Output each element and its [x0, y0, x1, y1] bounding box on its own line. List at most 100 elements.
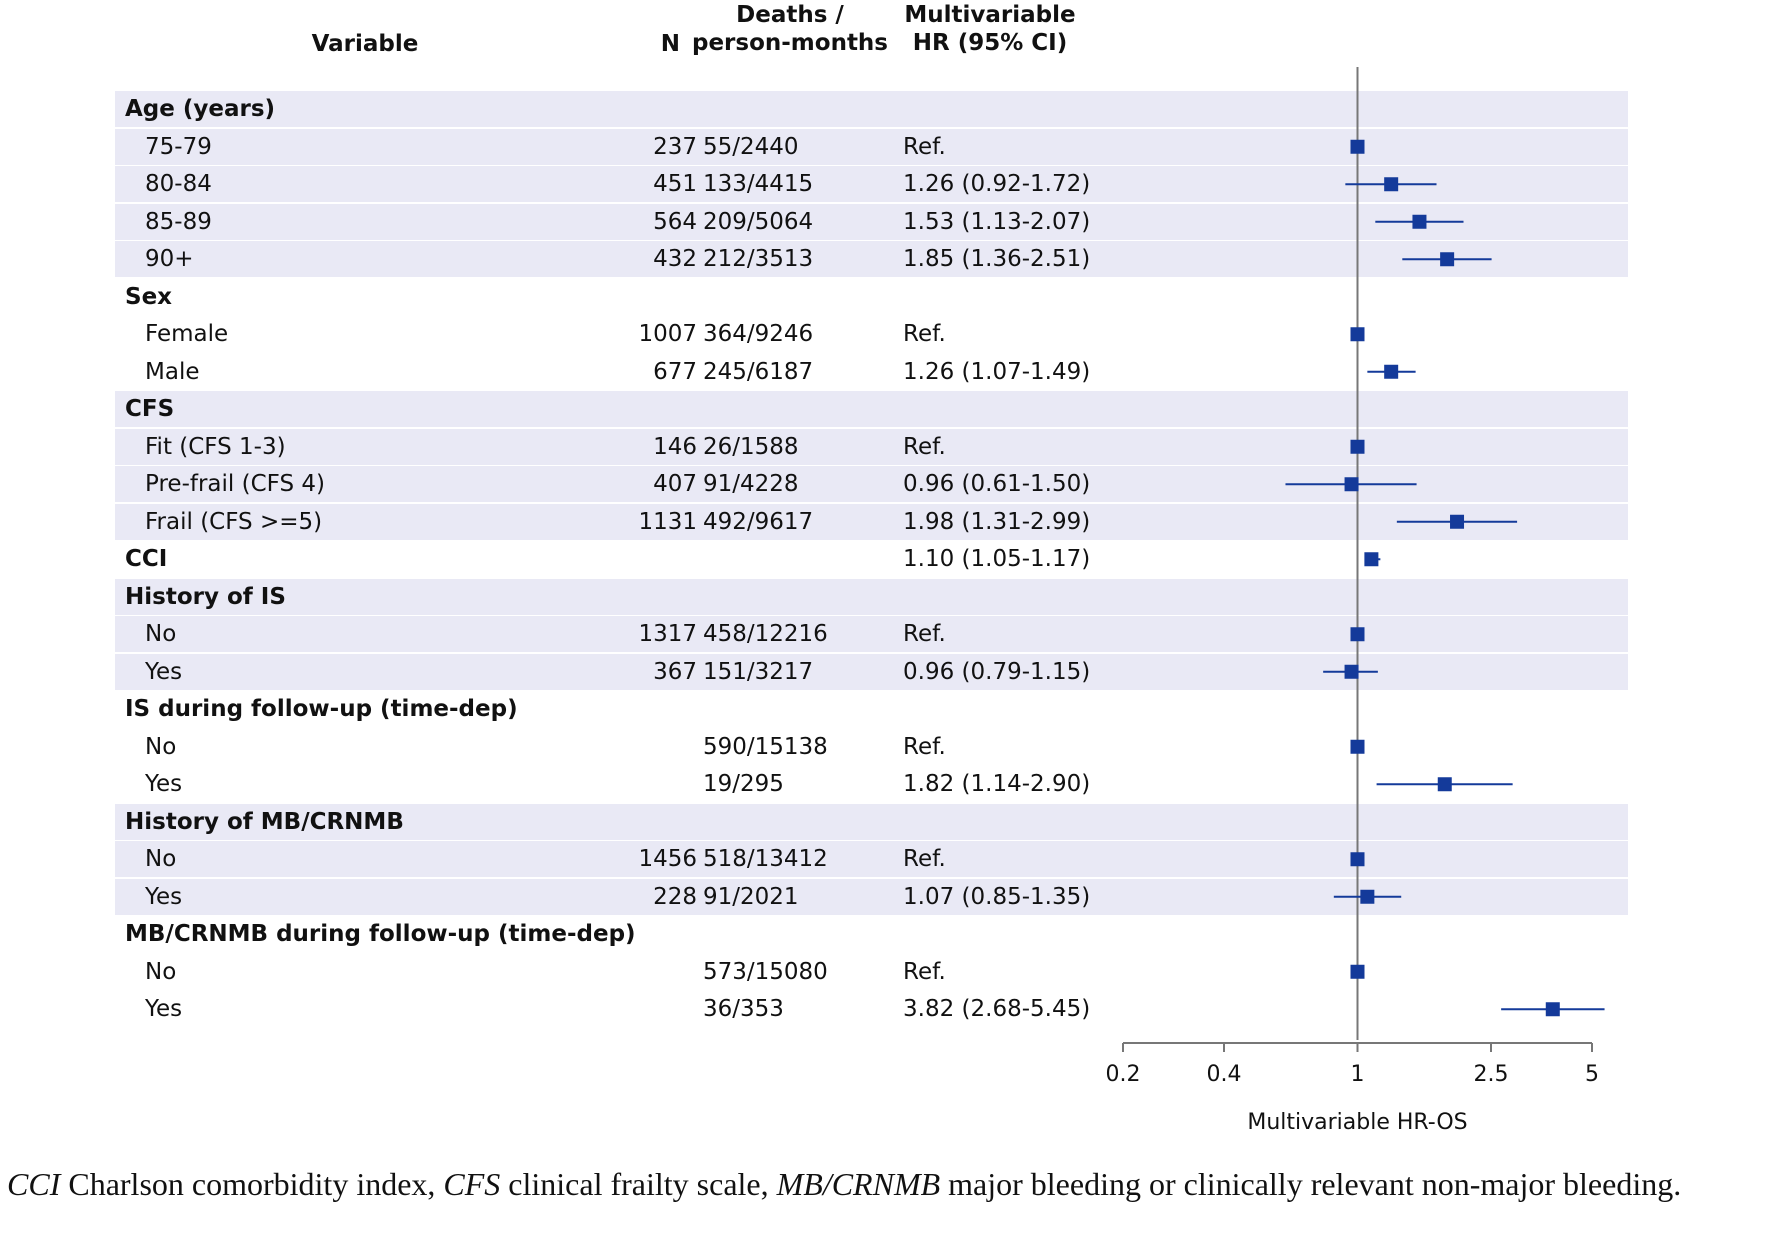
- hr-value: 1.53 (1.13-2.07): [903, 208, 1091, 235]
- header-deaths: Deaths / person-months: [690, 1, 890, 57]
- hr-value: 1.07 (0.85-1.35): [903, 883, 1091, 910]
- group-row: IS during follow-up (time-dep): [115, 691, 1628, 727]
- hr-point-marker: [1350, 739, 1365, 754]
- header-hr-line1: Multivariable: [904, 2, 1076, 28]
- hr-point-marker: [1344, 664, 1359, 679]
- header-hr-line2: HR (95% CI): [912, 30, 1068, 56]
- group-row: Sex: [115, 279, 1628, 315]
- hr-point-marker: [1384, 177, 1399, 192]
- row-label: Yes: [145, 996, 183, 1022]
- hr-value: 1.26 (1.07-1.49): [903, 358, 1091, 385]
- deaths-value: 26/1588: [703, 433, 799, 460]
- hr-point-marker: [1350, 964, 1365, 979]
- n-value: 367: [653, 658, 697, 685]
- row-label: 90+: [145, 246, 194, 272]
- row-label: Yes: [145, 771, 183, 797]
- n-value: 677: [653, 358, 697, 385]
- hr-point-marker: [1450, 514, 1465, 529]
- caption-text: Charlson comorbidity index,: [60, 1166, 444, 1202]
- hr-value: Ref.: [903, 321, 946, 347]
- deaths-value: 458/12216: [703, 621, 828, 647]
- deaths-value: 518/13412: [703, 846, 828, 872]
- hr-point-marker: [1350, 852, 1365, 867]
- row-label: 75-79: [145, 133, 212, 160]
- table-row: Yes 36/353 3.82 (2.68-5.45): [115, 991, 1628, 1027]
- row-label: No: [145, 621, 177, 647]
- group-label: History of MB/CRNMB: [125, 808, 404, 835]
- group-label: Sex: [125, 283, 172, 310]
- hr-value: Ref.: [903, 733, 946, 760]
- hr-point-marker: [1350, 327, 1365, 342]
- n-value: 407: [653, 471, 697, 497]
- deaths-value: 91/2021: [703, 883, 799, 910]
- n-value: 237: [653, 133, 697, 160]
- hr-point-marker: [1412, 214, 1427, 229]
- n-value: 451: [653, 171, 697, 197]
- hr-point-marker: [1360, 889, 1375, 904]
- hr-point-marker: [1350, 439, 1365, 454]
- x-tick-label: 2.5: [1474, 1062, 1509, 1087]
- forest-plot-svg: 0.2 0.4 1 2.5 5 Multivariable HR-OS: [1106, 67, 1605, 1135]
- hr-point-marker: [1545, 1002, 1560, 1017]
- group-row: Age (years): [115, 91, 1628, 127]
- n-value: 146: [653, 433, 697, 460]
- hr-point-marker: [1364, 552, 1379, 567]
- hr-point-marker: [1440, 252, 1455, 267]
- hr-value: 1.82 (1.14-2.90): [903, 771, 1091, 797]
- group-label: MB/CRNMB during follow-up (time-dep): [125, 921, 636, 947]
- row-label: No: [145, 846, 177, 872]
- row-label: 80-84: [145, 171, 212, 197]
- caption-text: clinical frailty scale,: [500, 1166, 777, 1202]
- table-row: No 590/15138 Ref.: [115, 729, 1628, 765]
- x-tick-label: 1: [1351, 1062, 1365, 1087]
- table-row: Yes 19/295 1.82 (1.14-2.90): [115, 766, 1628, 802]
- table-row: No 1456 518/13412 Ref.: [115, 841, 1628, 877]
- group-row: History of MB/CRNMB: [115, 803, 1628, 840]
- group-label: IS during follow-up (time-dep): [125, 696, 518, 722]
- hr-point-marker: [1350, 139, 1365, 154]
- group-row: History of IS: [115, 578, 1628, 615]
- hr-value: 0.96 (0.79-1.15): [903, 658, 1091, 685]
- group-label: CFS: [125, 396, 175, 422]
- n-value: 1456: [638, 846, 697, 872]
- hr-value: 1.10 (1.05-1.17): [903, 546, 1091, 572]
- table-row: Fit (CFS 1-3) 146 26/1588 Ref.: [115, 428, 1628, 465]
- group-label: CCI: [125, 546, 168, 572]
- hr-value: 3.82 (2.68-5.45): [903, 996, 1091, 1022]
- table-row: 90+ 432 212/3513 1.85 (1.36-2.51): [115, 241, 1628, 277]
- deaths-value: 590/15138: [703, 733, 828, 760]
- group-label: Age (years): [125, 96, 276, 122]
- table-row: 75-79 237 55/2440 Ref.: [115, 128, 1628, 165]
- hr-value: 1.26 (0.92-1.72): [903, 171, 1091, 197]
- hr-point-marker: [1437, 777, 1452, 792]
- hr-value: Ref.: [903, 846, 946, 872]
- deaths-value: 245/6187: [703, 358, 814, 385]
- caption-abbreviation: CFS: [443, 1166, 501, 1202]
- group-row: CCI 1.10 (1.05-1.17): [115, 541, 1628, 577]
- caption-abbreviation: CCI: [7, 1166, 61, 1202]
- table-row: No 573/15080 Ref.: [115, 954, 1628, 990]
- table-row: Frail (CFS >=5) 1131 492/9617 1.98 (1.31-2.…: [115, 503, 1628, 540]
- deaths-value: 212/3513: [703, 246, 814, 272]
- header-n: N: [660, 31, 680, 57]
- hr-value: 1.85 (1.36-2.51): [903, 246, 1091, 272]
- caption-text: major bleeding or clinically relevant no…: [940, 1166, 1682, 1202]
- deaths-value: 133/4415: [703, 171, 814, 197]
- n-value: 1317: [638, 621, 697, 647]
- n-value: 1131: [638, 508, 697, 535]
- header-deaths-line2: person-months: [691, 30, 889, 56]
- group-label: History of IS: [125, 583, 286, 610]
- hr-point-marker: [1384, 364, 1399, 379]
- header-variable: Variable: [311, 31, 419, 57]
- n-value: 564: [653, 208, 697, 235]
- row-label: No: [145, 958, 177, 985]
- deaths-value: 209/5064: [703, 208, 814, 235]
- x-tick-label: 5: [1585, 1062, 1599, 1087]
- caption-abbreviation: MB/CRNMB: [776, 1166, 941, 1202]
- hr-point-marker: [1350, 627, 1365, 642]
- figure-caption: CCI Charlson comorbidity index, CFS clin…: [7, 1163, 1767, 1205]
- deaths-value: 573/15080: [703, 958, 828, 985]
- hr-value: 0.96 (0.61-1.50): [903, 471, 1091, 497]
- hr-value: Ref.: [903, 621, 946, 647]
- hr-value: Ref.: [903, 133, 946, 160]
